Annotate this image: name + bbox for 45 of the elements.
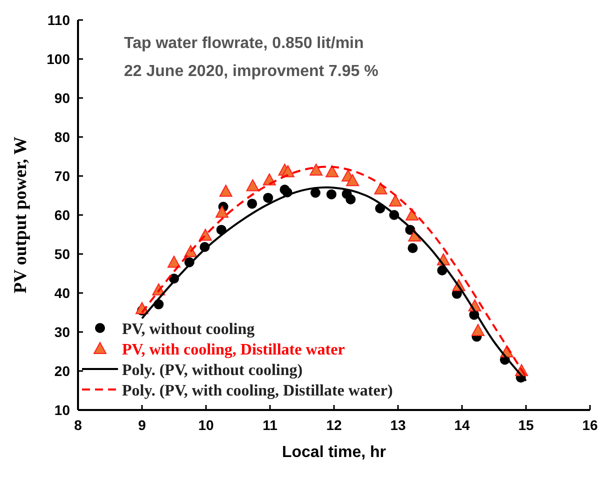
point xyxy=(408,243,418,254)
point xyxy=(168,256,180,268)
point xyxy=(216,206,228,218)
point xyxy=(326,165,339,178)
x-tick-label: 15 xyxy=(518,417,534,433)
point xyxy=(263,192,274,203)
point xyxy=(346,174,360,186)
x-tick-label: 9 xyxy=(138,417,146,433)
legend-label: Poly. (PV, without cooling) xyxy=(122,362,303,379)
point xyxy=(247,198,258,209)
x-tick-label: 14 xyxy=(454,417,470,433)
y-tick-label: 60 xyxy=(54,207,70,223)
point xyxy=(406,208,419,220)
y-tick-label: 30 xyxy=(54,324,70,340)
x-tick-label: 12 xyxy=(326,417,342,433)
y-tick-label: 20 xyxy=(54,363,70,379)
x-tick-label: 16 xyxy=(582,417,598,433)
y-tick-label: 110 xyxy=(47,12,70,28)
point xyxy=(310,188,320,198)
point xyxy=(326,189,336,200)
x-tick-label: 13 xyxy=(390,417,406,433)
x-tick-label: 11 xyxy=(262,417,278,433)
annotation: Tap water flowrate, 0.850 lit/min xyxy=(124,35,364,52)
legend-label: PV, with cooling, Distillate water xyxy=(122,342,345,358)
y-tick-label: 50 xyxy=(54,246,70,262)
point xyxy=(472,324,484,336)
y-axis-title: PV output power, W xyxy=(10,136,30,294)
legend-label: Poly. (PV, with cooling, Distillate water) xyxy=(122,382,393,400)
point xyxy=(310,164,323,176)
y-tick-label: 40 xyxy=(54,285,70,301)
y-tick-label: 80 xyxy=(54,129,70,145)
y-tick-label: 90 xyxy=(54,90,70,106)
legend-label: PV, without cooling xyxy=(122,321,255,338)
x-axis-title: Local time, hr xyxy=(282,444,386,461)
y-tick-label: 10 xyxy=(54,402,70,418)
x-tick-label: 10 xyxy=(198,417,214,433)
point xyxy=(219,184,232,197)
point xyxy=(346,194,356,204)
x-tick-label: 8 xyxy=(74,417,82,433)
y-tick-label: 100 xyxy=(46,51,70,67)
point xyxy=(374,182,388,194)
annotation: 22 June 2020, improvment 7.95 % xyxy=(124,63,378,80)
point xyxy=(246,179,260,192)
y-tick-label: 70 xyxy=(54,168,70,184)
point xyxy=(388,194,402,206)
